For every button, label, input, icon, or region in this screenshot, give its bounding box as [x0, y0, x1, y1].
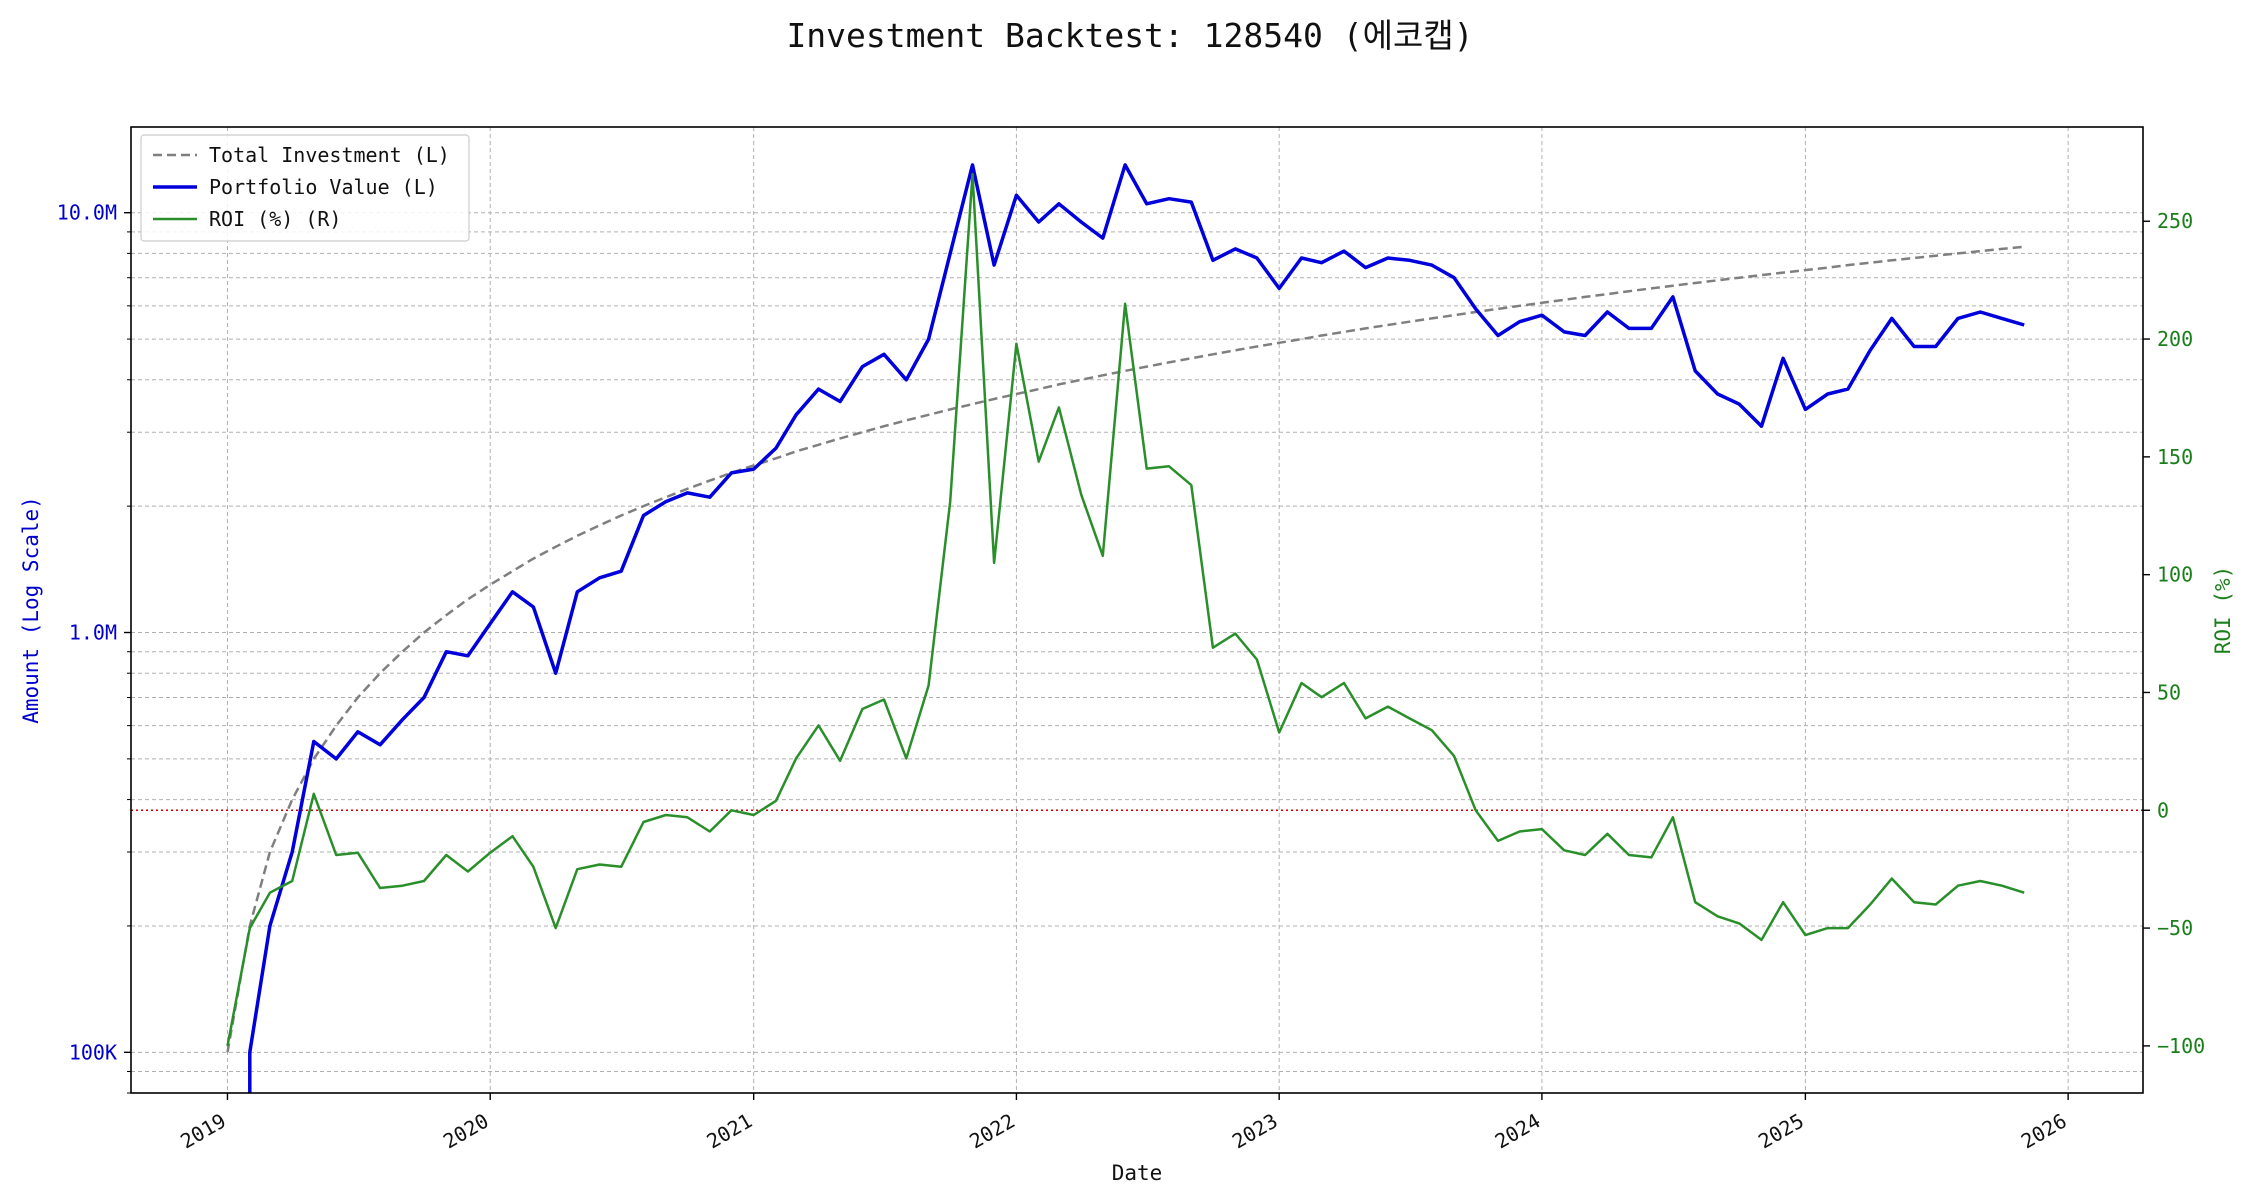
series-layer [226, 163, 2025, 1093]
left-tick-label: 100K [69, 1040, 117, 1064]
grid [131, 127, 2143, 1094]
chart-title: Investment Backtest: 128540 (에코캡) [786, 16, 1473, 55]
plot-frame [130, 126, 2144, 1094]
x-axis: 2019 2020 2021 2022 2023 2024 2025 2026 [176, 1093, 2071, 1154]
right-tick-label: 100 [2157, 563, 2193, 587]
x-tick-label: 2019 [176, 1109, 230, 1154]
right-tick-label: 200 [2157, 327, 2193, 351]
x-tick-label: 2025 [1754, 1109, 1808, 1154]
right-tick-label: 0 [2157, 798, 2169, 822]
right-tick-label: −100 [2157, 1034, 2205, 1058]
x-tick-label: 2021 [702, 1109, 756, 1154]
right-y-axis: −100 −50 0 50 100 150 200 250 [2143, 209, 2205, 1058]
x-tick-label: 2024 [1491, 1109, 1545, 1154]
x-tick-label: 2022 [965, 1109, 1019, 1154]
x-axis-label: Date [1112, 1161, 1163, 1185]
right-tick-label: −50 [2157, 916, 2193, 940]
right-tick-label: 250 [2157, 209, 2193, 233]
x-tick-label: 2023 [1228, 1109, 1282, 1154]
left-axis-label: Amount (Log Scale) [19, 496, 43, 724]
x-tick-label: 2020 [439, 1109, 493, 1154]
roi-line [226, 172, 2025, 1047]
legend-label-portfolio-value: Portfolio Value (L) [209, 175, 438, 199]
legend-box [140, 134, 470, 242]
legend-label-roi: ROI (%) (R) [209, 207, 341, 231]
right-axis-label: ROI (%) [2211, 566, 2235, 655]
legend-label-total-investment: Total Investment (L) [209, 143, 450, 167]
total-investment-line [226, 245, 2025, 1053]
right-tick-label: 50 [2157, 680, 2181, 704]
left-tick-label: 1.0M [69, 621, 117, 645]
right-tick-label: 150 [2157, 445, 2193, 469]
portfolio-value-line [248, 163, 2025, 1093]
left-tick-label: 10.0M [57, 201, 117, 225]
left-y-axis: 100K 1.0M 10.0M [57, 201, 131, 1094]
legend: Total Investment (L) Portfolio Value (L)… [140, 134, 470, 242]
x-tick-label: 2026 [2017, 1109, 2071, 1154]
